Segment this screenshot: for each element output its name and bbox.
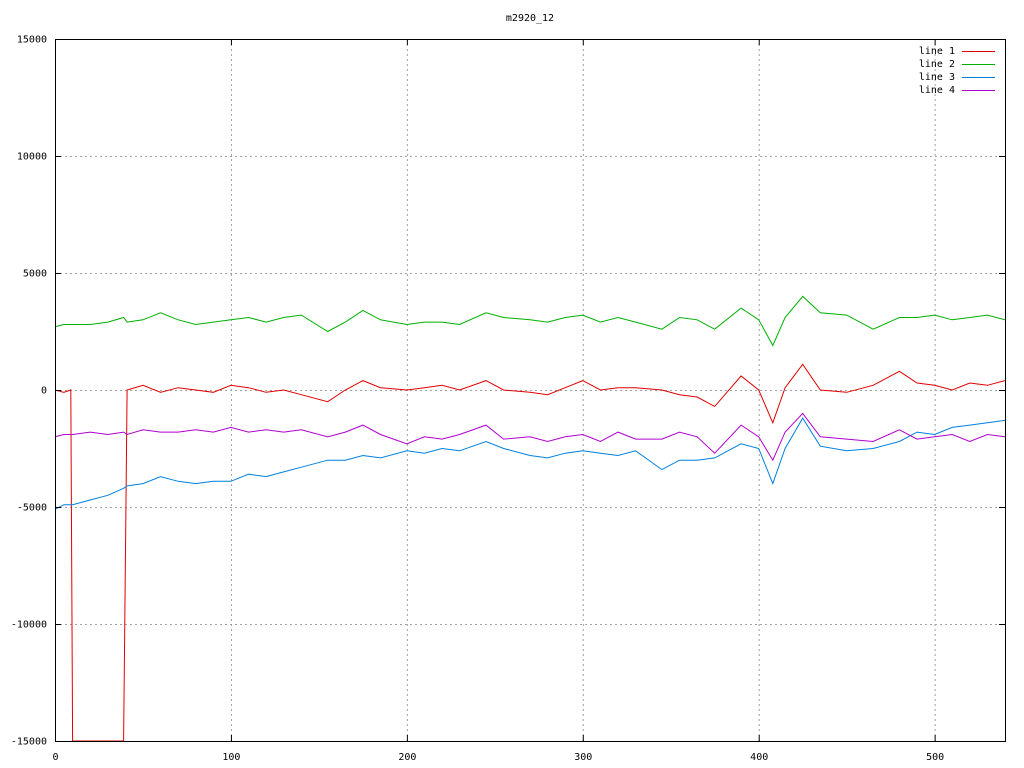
series-line [55,295,1005,347]
series-line [55,412,1005,462]
series-line [55,363,1005,741]
y-tick-label: 15000 [17,35,47,46]
y-tick-label: -5000 [17,503,47,514]
x-tick-label: 400 [750,752,768,763]
x-tick-label: 100 [222,752,240,763]
series-line [55,417,1005,510]
x-tick-label: 200 [398,752,416,763]
y-tick-label: 5000 [23,269,47,280]
legend: line 1 line 2 line 3 line 4 [919,46,995,96]
legend-label: line 2 [919,59,955,70]
legend-label: line 1 [919,46,955,57]
x-tick-label: 0 [52,752,58,763]
plot-lines [55,295,1005,741]
x-tick-label: 300 [574,752,592,763]
legend-label: line 3 [919,72,955,83]
y-tick-label: 10000 [17,152,47,163]
y-tick-label: 0 [41,386,47,397]
y-tick-label: -15000 [11,737,47,748]
legend-label: line 4 [919,85,955,96]
chart-title: m2920_12 [506,13,554,24]
y-tick-label: -10000 [11,620,47,631]
x-tick-label: 500 [926,752,944,763]
